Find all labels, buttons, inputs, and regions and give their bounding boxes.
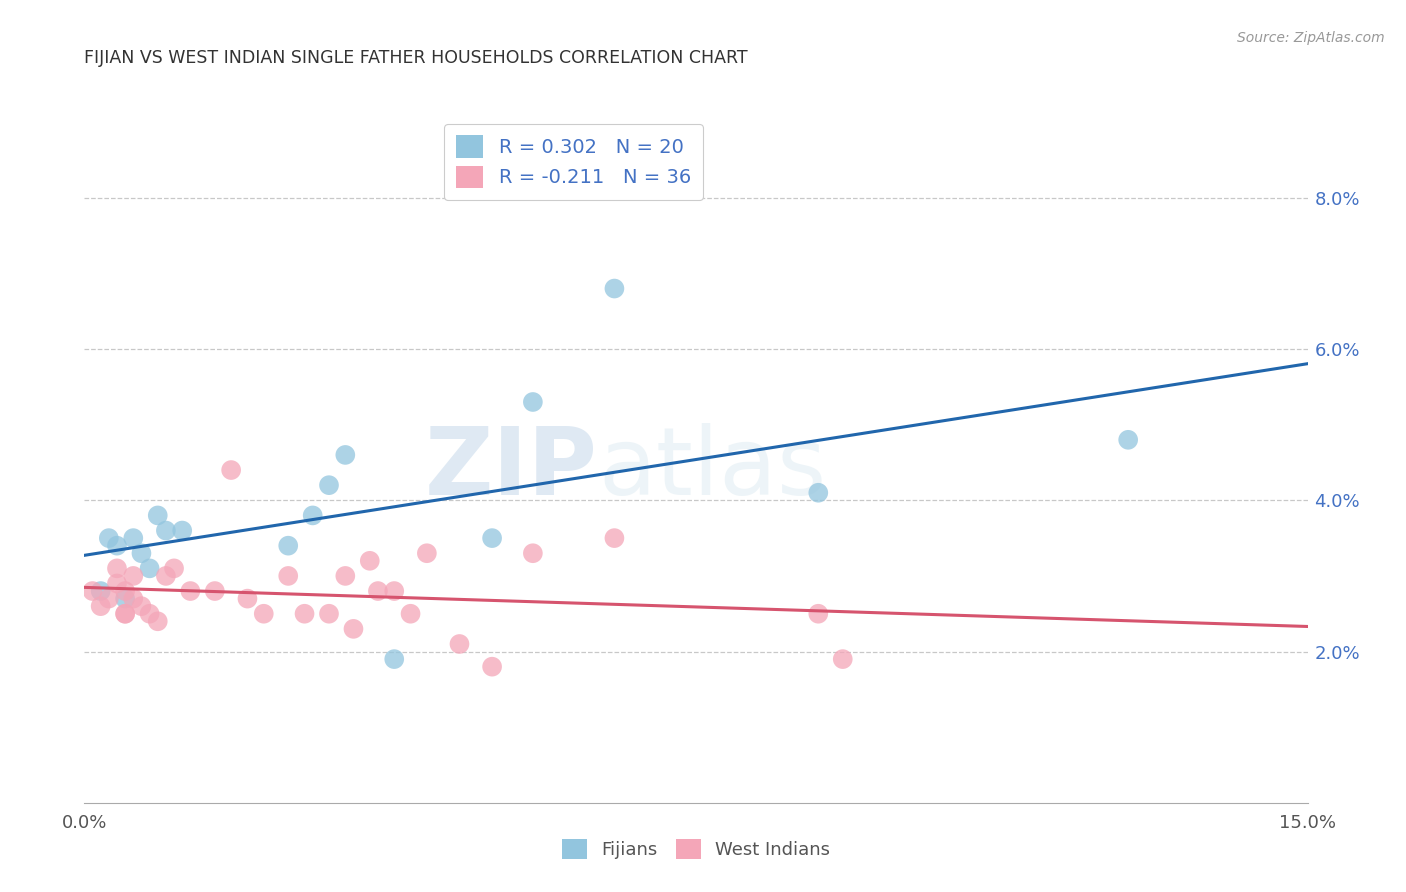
Point <box>335 448 357 462</box>
Point <box>522 395 544 409</box>
Point <box>172 524 194 538</box>
Point <box>253 607 276 621</box>
Point <box>807 485 830 500</box>
Point <box>342 622 364 636</box>
Point <box>236 591 259 606</box>
Point <box>219 463 242 477</box>
Point <box>105 539 128 553</box>
Point <box>138 607 160 621</box>
Point <box>138 561 160 575</box>
Legend: Fijians, West Indians: Fijians, West Indians <box>551 828 841 871</box>
Text: ZIP: ZIP <box>425 423 598 515</box>
Point <box>146 615 169 629</box>
Point <box>807 607 830 621</box>
Point <box>831 652 853 666</box>
Point <box>122 591 145 606</box>
Point <box>277 539 299 553</box>
Point <box>1116 433 1139 447</box>
Point <box>122 569 145 583</box>
Point <box>131 599 153 614</box>
Point <box>146 508 169 523</box>
Point <box>367 584 389 599</box>
Point <box>449 637 471 651</box>
Point <box>97 531 120 545</box>
Point <box>603 281 626 295</box>
Point <box>97 591 120 606</box>
Text: atlas: atlas <box>598 423 827 515</box>
Point <box>335 569 357 583</box>
Point <box>82 584 104 599</box>
Point <box>294 607 316 621</box>
Point <box>522 546 544 560</box>
Point <box>114 584 136 599</box>
Point <box>204 584 226 599</box>
Point <box>105 561 128 575</box>
Point <box>90 584 112 599</box>
Point <box>481 531 503 545</box>
Point <box>318 478 340 492</box>
Point <box>114 607 136 621</box>
Point <box>163 561 186 575</box>
Point <box>179 584 201 599</box>
Point <box>122 531 145 545</box>
Point <box>131 546 153 560</box>
Point <box>90 599 112 614</box>
Point <box>277 569 299 583</box>
Text: Source: ZipAtlas.com: Source: ZipAtlas.com <box>1237 31 1385 45</box>
Point <box>155 569 177 583</box>
Point <box>481 659 503 673</box>
Point <box>155 524 177 538</box>
Point <box>382 652 405 666</box>
Point <box>114 591 136 606</box>
Point <box>301 508 323 523</box>
Point <box>603 531 626 545</box>
Point <box>114 607 136 621</box>
Point <box>359 554 381 568</box>
Point <box>318 607 340 621</box>
Text: FIJIAN VS WEST INDIAN SINGLE FATHER HOUSEHOLDS CORRELATION CHART: FIJIAN VS WEST INDIAN SINGLE FATHER HOUS… <box>84 49 748 67</box>
Point <box>382 584 405 599</box>
Point <box>416 546 439 560</box>
Point <box>105 576 128 591</box>
Point <box>399 607 422 621</box>
